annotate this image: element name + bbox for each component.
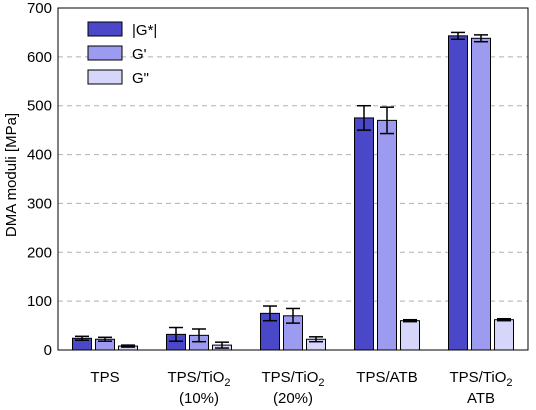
plot-frame bbox=[57, 7, 529, 351]
y-tick-label: 100 bbox=[27, 293, 52, 310]
y-tick-labels: 0 100 200 300 400 500 600 700 bbox=[27, 0, 52, 359]
x-tick-label: ATB bbox=[467, 390, 495, 407]
x-tick-label: (20%) bbox=[273, 390, 313, 407]
y-tick-label: 500 bbox=[27, 98, 52, 115]
bar bbox=[494, 319, 514, 351]
bar bbox=[448, 35, 468, 351]
x-tick-label: TPS/TiO2 bbox=[261, 369, 324, 389]
y-tick-label: 300 bbox=[27, 195, 52, 212]
bar bbox=[377, 119, 397, 351]
legend-label: G' bbox=[132, 46, 147, 63]
x-tick-label: TPS/TiO2 bbox=[167, 369, 230, 389]
y-axis-label: DMA moduli [MPa] bbox=[3, 113, 20, 237]
y-tick-label: 600 bbox=[27, 49, 52, 66]
y-tick-label: 0 bbox=[44, 342, 52, 359]
x-tick-label: TPS bbox=[90, 369, 119, 386]
bar bbox=[400, 320, 420, 351]
legend-label: |G*| bbox=[132, 22, 157, 39]
legend-swatch bbox=[87, 45, 123, 61]
legend-swatch bbox=[87, 69, 123, 85]
legend-label: G" bbox=[132, 70, 149, 87]
y-tick-label: 400 bbox=[27, 147, 52, 164]
bar bbox=[354, 117, 374, 351]
error-bars bbox=[75, 31, 511, 349]
x-tick-label: TPS/TiO2 bbox=[449, 369, 512, 389]
legend: |G*| G' G" bbox=[87, 21, 157, 87]
legend-swatch bbox=[87, 21, 123, 37]
bars bbox=[72, 35, 514, 351]
y-tick-label: 200 bbox=[27, 244, 52, 261]
x-category-labels: TPS TPS/TiO2(10%)TPS/TiO2(20%)TPS/ATB TPS/… bbox=[90, 369, 512, 407]
x-tick-label: (10%) bbox=[179, 390, 219, 407]
bar bbox=[471, 37, 491, 351]
x-tick-label: TPS/ATB bbox=[356, 369, 417, 386]
y-tick-label: 700 bbox=[27, 0, 52, 17]
axes bbox=[57, 7, 529, 351]
